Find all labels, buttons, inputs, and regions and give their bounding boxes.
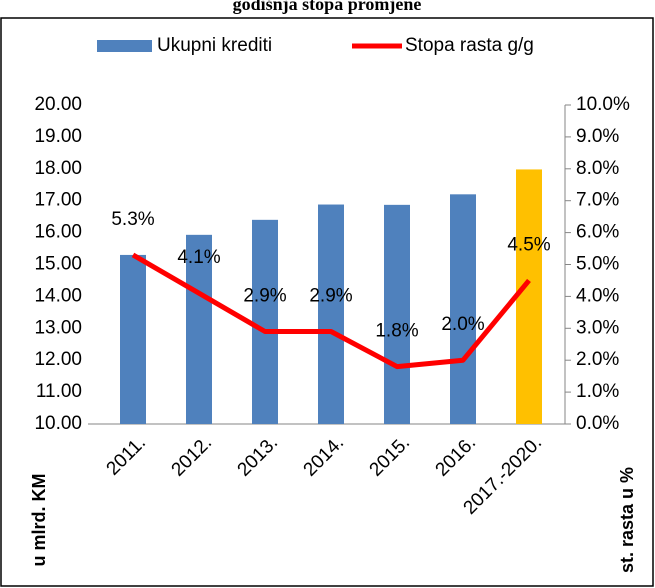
y2-tick-label: 5.0% bbox=[576, 254, 619, 275]
y2-axis-label: st. rasta u % bbox=[617, 467, 637, 573]
legend-swatch bbox=[97, 40, 152, 52]
data-label: 5.3% bbox=[111, 209, 154, 230]
legend-label: Stopa rasta g/g bbox=[405, 35, 534, 56]
bar bbox=[450, 194, 476, 424]
y-axis-label: u mlrd. KM bbox=[29, 474, 49, 567]
bar bbox=[120, 254, 146, 424]
data-label: 2.0% bbox=[441, 314, 484, 335]
y-tick-label: 14.00 bbox=[34, 285, 82, 306]
y-tick-label: 16.00 bbox=[34, 222, 82, 243]
y2-tick-label: 6.0% bbox=[576, 222, 619, 243]
y2-tick-label: 8.0% bbox=[576, 158, 619, 179]
data-label: 4.1% bbox=[177, 247, 220, 268]
y-tick-label: 18.00 bbox=[34, 158, 82, 179]
bar bbox=[384, 204, 410, 424]
data-label: 2.9% bbox=[309, 286, 352, 307]
y2-tick-label: 10.0% bbox=[576, 94, 630, 115]
y-tick-label: 15.00 bbox=[34, 254, 82, 275]
y-tick-label: 10.00 bbox=[34, 413, 82, 434]
legend-label: Ukupni krediti bbox=[157, 35, 272, 56]
y2-tick-label: 3.0% bbox=[576, 317, 619, 338]
line bbox=[131, 252, 531, 370]
y2-tick-label: 0.0% bbox=[576, 413, 619, 434]
y-tick-label: 19.00 bbox=[34, 126, 82, 147]
y-tick-label: 13.00 bbox=[34, 317, 82, 338]
y-tick-label: 12.00 bbox=[34, 349, 82, 370]
y-tick-label: 11.00 bbox=[36, 381, 82, 402]
bar bbox=[252, 219, 278, 424]
bar bbox=[318, 204, 344, 424]
data-label: 4.5% bbox=[507, 234, 550, 255]
y2-tick-label: 4.0% bbox=[576, 285, 619, 306]
y-tick-label: 17.00 bbox=[34, 190, 82, 211]
y-tick-label: 20.00 bbox=[34, 94, 82, 115]
y2-tick-label: 1.0% bbox=[576, 381, 619, 402]
bar bbox=[186, 234, 212, 424]
bar bbox=[516, 169, 542, 424]
data-label: 1.8% bbox=[375, 321, 418, 342]
y2-tick-label: 9.0% bbox=[576, 126, 619, 147]
y2-tick-label: 7.0% bbox=[576, 190, 619, 211]
data-label: 2.9% bbox=[243, 286, 286, 307]
y2-tick-label: 2.0% bbox=[576, 349, 619, 370]
chart-title: godišnja stopa promjene bbox=[233, 0, 422, 14]
